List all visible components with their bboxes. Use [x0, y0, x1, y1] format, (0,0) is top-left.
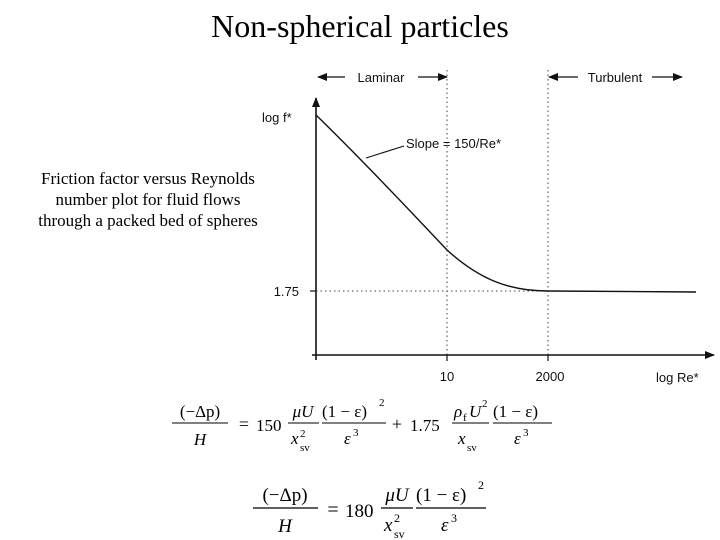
- caption-line: Friction factor versus Reynolds: [41, 169, 255, 188]
- eq2-coefficient: 180: [345, 501, 374, 522]
- figure-caption: Friction factor versus Reynolds number p…: [12, 168, 284, 231]
- eq1-lhs-numerator: (−Δp): [180, 402, 220, 421]
- eq2-t2-denominator: ε: [441, 515, 449, 536]
- x-axis-label: log Re*: [656, 370, 699, 385]
- eq1-t3-numerator-sub: f: [463, 412, 467, 424]
- eq1-t3-numerator-2: U: [469, 402, 483, 421]
- eq1-t1-denominator-sub: sv: [300, 442, 310, 454]
- page-title: Non-spherical particles: [211, 8, 509, 44]
- y-tick-label: 1.75: [274, 284, 299, 299]
- eq2-t1-denominator: x: [383, 515, 393, 536]
- eq2-t2-numerator-sup: 2: [478, 478, 484, 492]
- eq1-coefficient-2: 1.75: [410, 416, 440, 435]
- friction-factor-curve: [315, 114, 697, 293]
- eq1-t2-numerator-sup: 2: [379, 397, 385, 409]
- eq1-t3-numerator: ρ: [453, 402, 462, 421]
- eq1-coefficient-1: 150: [256, 416, 282, 435]
- laminar-label: Laminar: [358, 70, 406, 85]
- slope-annotation: Slope = 150/Re*: [406, 136, 501, 151]
- x-tick-label: 10: [440, 369, 454, 384]
- eq1-t2-numerator: (1 − ε): [322, 402, 367, 421]
- turbulent-label: Turbulent: [588, 70, 643, 85]
- eq1-lhs-denominator: H: [193, 430, 208, 449]
- ergun-equation: (−Δp) H = 150 μU x 2 sv (1 − ε) 2 ε 3 + …: [172, 397, 552, 454]
- eq1-t4-denominator-sup: 3: [523, 427, 529, 439]
- x-tick-label: 2000: [536, 369, 565, 384]
- carman-kozeny-equation: (−Δp) H = 180 μU x 2 sv (1 − ε) 2 ε 3: [253, 478, 486, 540]
- eq1-t1-numerator: μU: [292, 402, 316, 421]
- eq1-t3-denominator: x: [457, 429, 466, 448]
- eq2-t1-denominator-sup: 2: [394, 511, 400, 525]
- eq1-t2-denominator-sup: 3: [353, 427, 359, 439]
- caption-line: number plot for fluid flows: [55, 190, 241, 209]
- eq1-equals: =: [239, 414, 249, 434]
- eq1-plus: +: [392, 414, 402, 434]
- eq1-t2-denominator: ε: [344, 429, 351, 448]
- eq2-t2-numerator: (1 − ε): [416, 485, 466, 506]
- slope-annotation-leader: [365, 145, 405, 159]
- eq2-t2-denominator-sup: 3: [451, 511, 457, 525]
- eq2-equals: =: [327, 499, 338, 521]
- eq1-t3-denominator-sub: sv: [467, 442, 477, 454]
- eq1-t4-numerator: (1 − ε): [493, 402, 538, 421]
- eq2-t1-denominator-sub: sv: [394, 527, 405, 540]
- eq1-t3-numerator-2-sup: 2: [482, 398, 488, 410]
- eq1-t1-denominator: x: [290, 429, 299, 448]
- eq2-lhs-denominator: H: [277, 516, 293, 537]
- eq1-t4-denominator: ε: [514, 429, 521, 448]
- y-axis-label: log f*: [262, 110, 292, 125]
- eq2-lhs-numerator: (−Δp): [262, 485, 307, 506]
- caption-line: through a packed bed of spheres: [38, 211, 258, 230]
- eq2-t1-numerator: μU: [384, 485, 410, 506]
- eq1-t1-denominator-sup: 2: [300, 428, 306, 440]
